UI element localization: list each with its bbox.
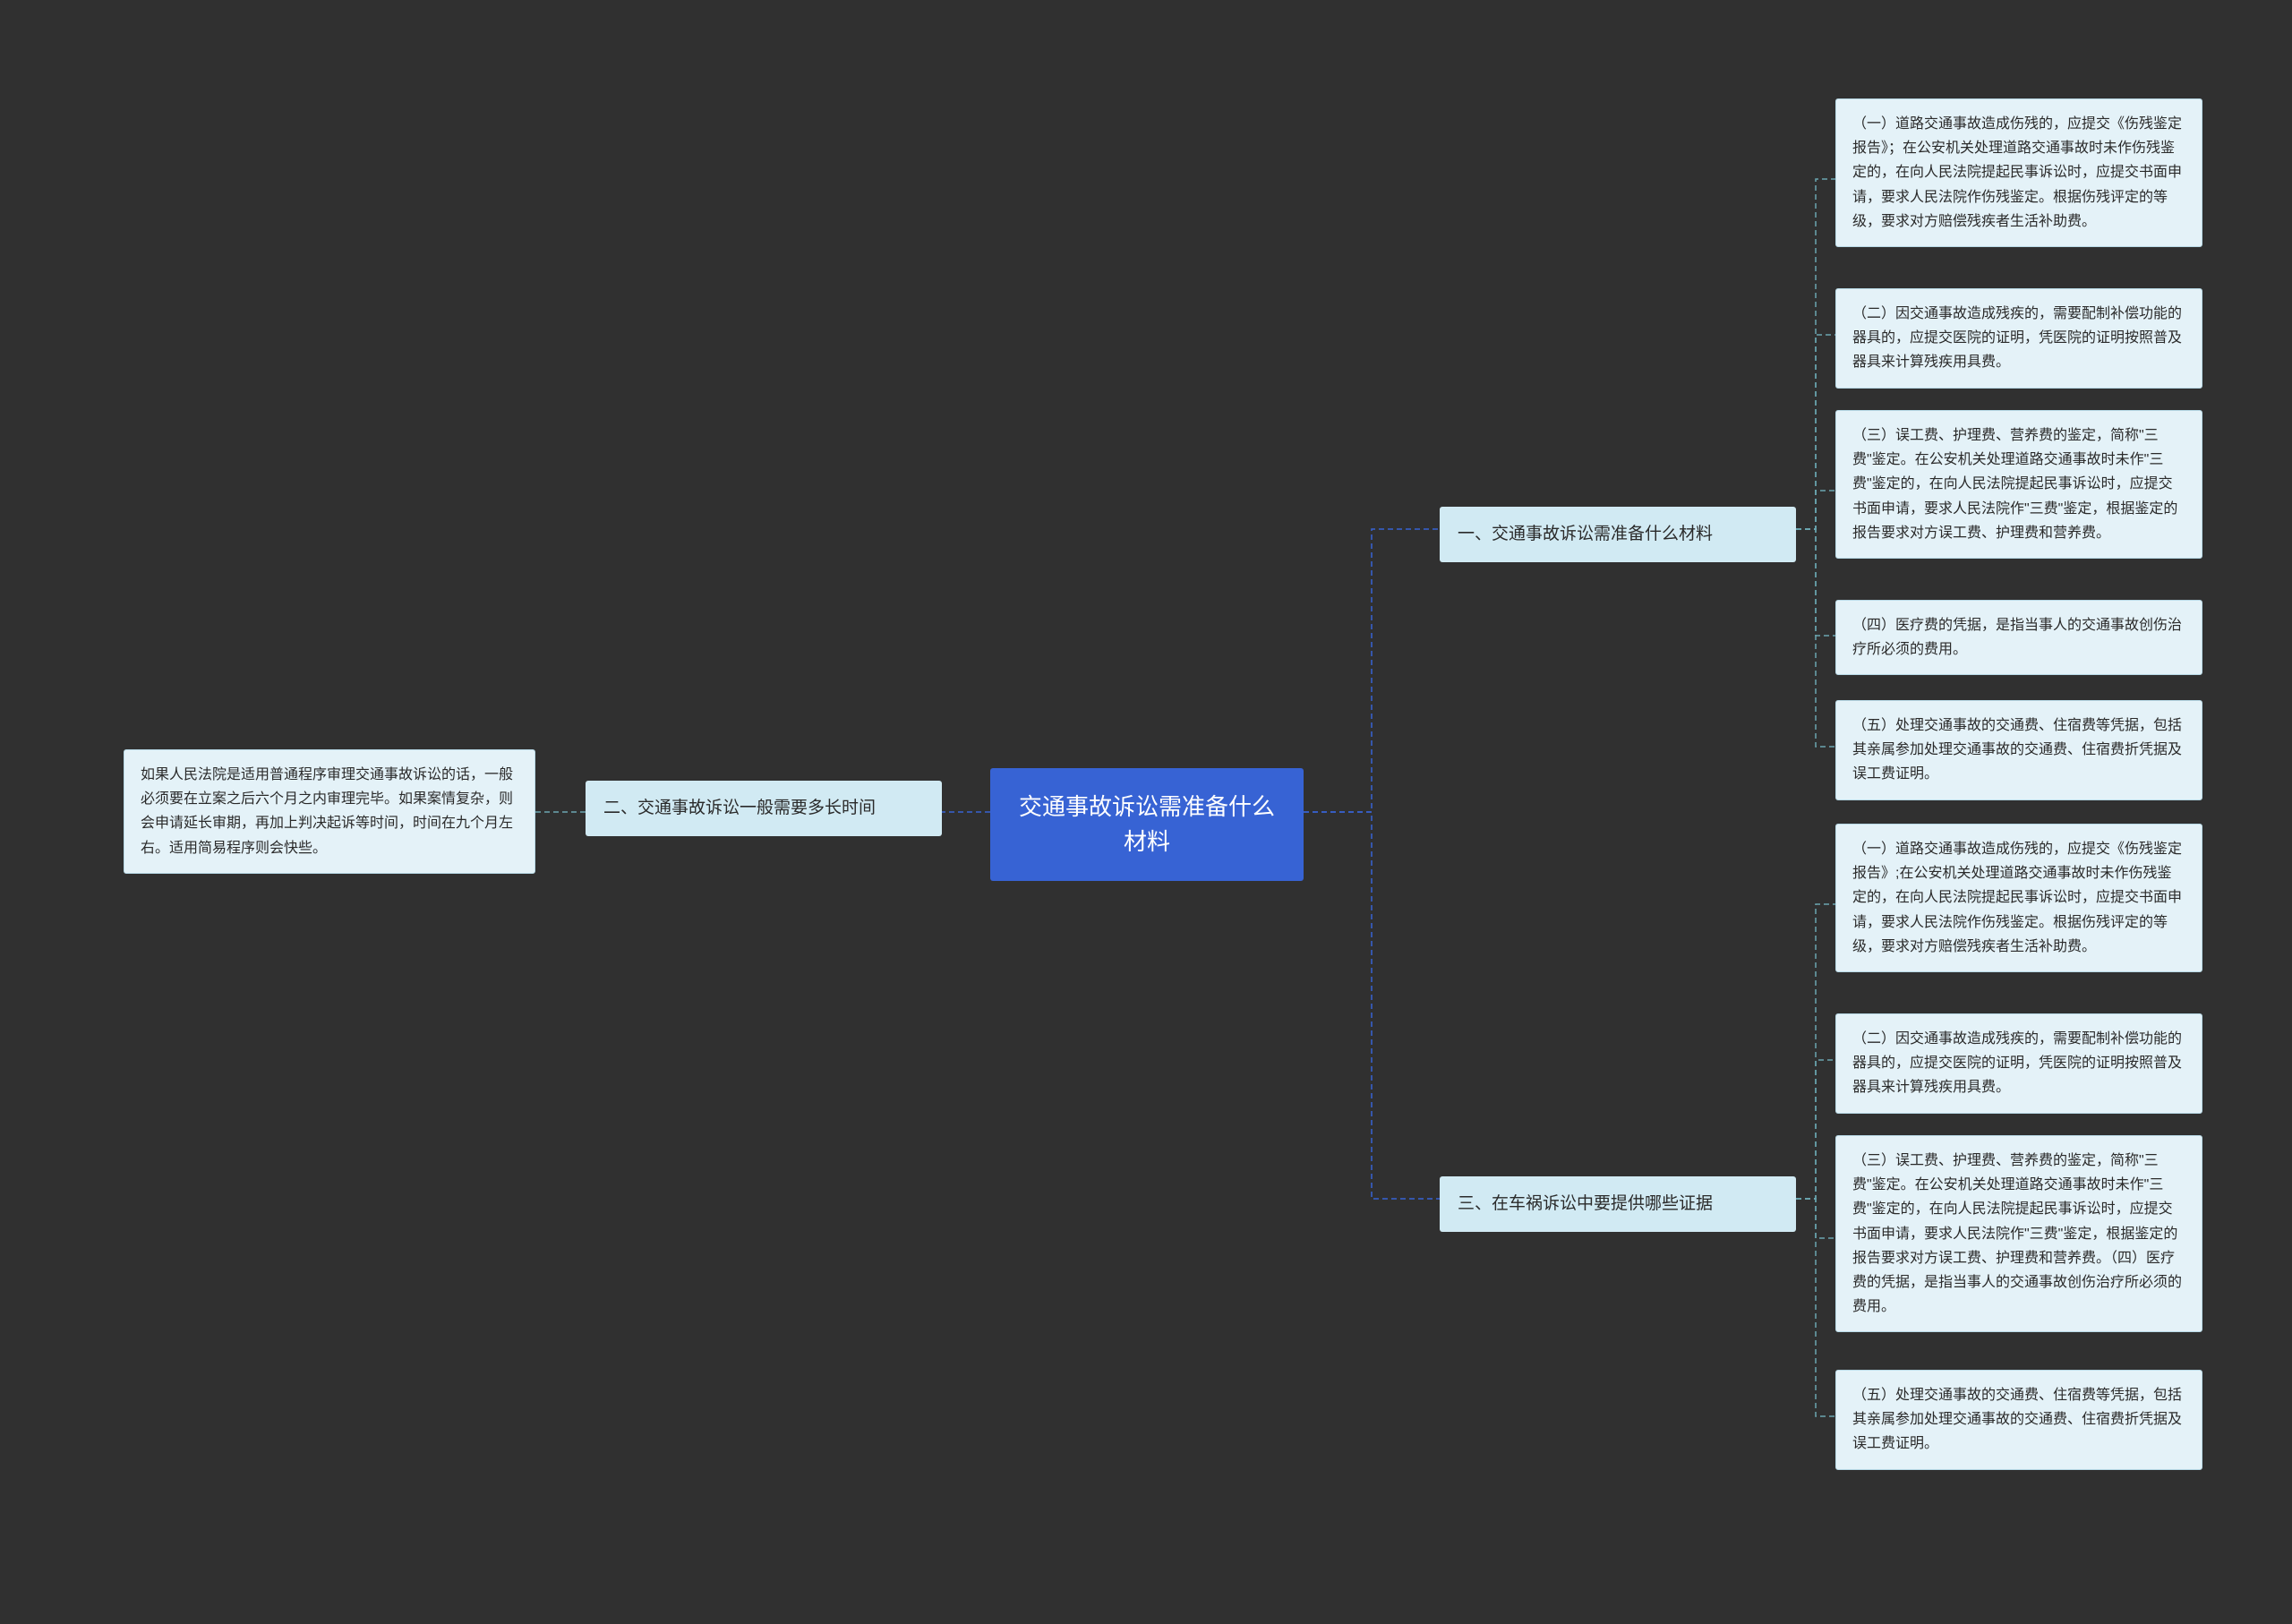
leaf-node: （三）误工费、护理费、营养费的鉴定，简称"三费"鉴定。在公安机关处理道路交通事故… (1835, 1135, 2202, 1332)
leaf-node: （一）道路交通事故造成伤残的，应提交《伤残鉴定报告》;在公安机关处理道路交通事故… (1835, 824, 2202, 972)
branch-node: 二、交通事故诉讼一般需要多长时间 (586, 781, 942, 836)
leaf-node: 如果人民法院是适用普通程序审理交通事故诉讼的话，一般必须要在立案之后六个月之内审… (124, 749, 535, 874)
leaf-node: （五）处理交通事故的交通费、住宿费等凭据，包括其亲属参加处理交通事故的交通费、住… (1835, 700, 2202, 800)
leaf-node: （一）道路交通事故造成伤残的，应提交《伤残鉴定报告》；在公安机关处理道路交通事故… (1835, 98, 2202, 247)
leaf-node: （三）误工费、护理费、营养费的鉴定，简称"三费"鉴定。在公安机关处理道路交通事故… (1835, 410, 2202, 559)
branch-node: 一、交通事故诉讼需准备什么材料 (1440, 507, 1796, 562)
leaf-node: （二）因交通事故造成残疾的，需要配制补偿功能的器具的，应提交医院的证明，凭医院的… (1835, 1013, 2202, 1114)
leaf-node: （二）因交通事故造成残疾的，需要配制补偿功能的器具的，应提交医院的证明，凭医院的… (1835, 288, 2202, 389)
leaf-node: （四）医疗费的凭据，是指当事人的交通事故创伤治疗所必须的费用。 (1835, 600, 2202, 675)
branch-node: 三、在车祸诉讼中要提供哪些证据 (1440, 1176, 1796, 1232)
leaf-node: （五）处理交通事故的交通费、住宿费等凭据，包括其亲属参加处理交通事故的交通费、住… (1835, 1370, 2202, 1470)
mindmap-root: 交通事故诉讼需准备什么材料 (990, 768, 1304, 881)
